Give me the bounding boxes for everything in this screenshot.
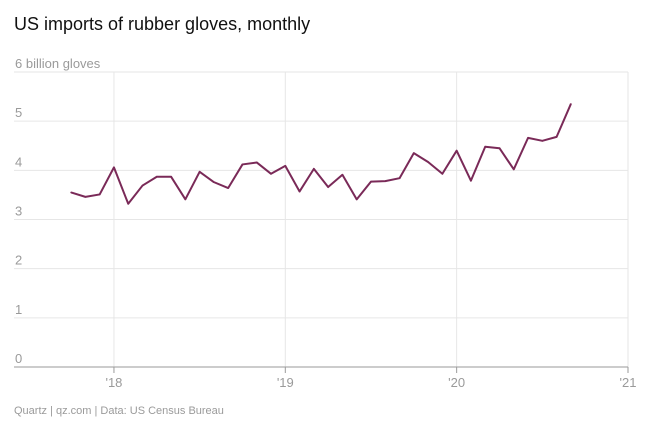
y-tick-labels: 0 1 2 3 4 5 6 billion gloves bbox=[15, 56, 101, 366]
data-point bbox=[213, 181, 215, 183]
data-point bbox=[555, 136, 558, 138]
data-point bbox=[541, 140, 544, 142]
data-point bbox=[441, 172, 444, 175]
data-point bbox=[355, 198, 358, 201]
data-point bbox=[427, 161, 429, 163]
data-point bbox=[155, 175, 158, 178]
data-point bbox=[113, 166, 115, 169]
data-point bbox=[241, 163, 244, 166]
x-tick-label: '21 bbox=[620, 375, 637, 390]
x-tick-label: '20 bbox=[448, 375, 465, 390]
data-point bbox=[70, 191, 72, 194]
data-point bbox=[327, 186, 329, 188]
data-point bbox=[570, 103, 572, 105]
data-point bbox=[341, 173, 344, 176]
data-point bbox=[527, 137, 529, 139]
y-tick-label: 1 bbox=[15, 302, 22, 317]
y-tick-label: 5 bbox=[15, 105, 22, 120]
y-tick-label: 2 bbox=[15, 253, 22, 268]
data-point bbox=[455, 149, 458, 152]
data-point bbox=[512, 168, 515, 171]
data-point bbox=[498, 147, 501, 150]
data-point bbox=[198, 171, 201, 173]
gridlines bbox=[14, 71, 629, 367]
data-point bbox=[227, 187, 229, 189]
x-ticks: '18 '19 '20 '21 bbox=[105, 367, 636, 390]
data-point bbox=[298, 190, 301, 193]
data-point bbox=[370, 180, 372, 183]
data-point bbox=[384, 180, 387, 182]
data-point bbox=[84, 196, 87, 198]
x-tick-label: '19 bbox=[277, 375, 294, 390]
y-tick-label: 4 bbox=[15, 154, 22, 169]
data-points bbox=[70, 103, 572, 205]
data-point bbox=[284, 165, 287, 167]
data-point bbox=[255, 161, 258, 164]
y-tick-label: 6 billion gloves bbox=[15, 56, 101, 71]
series-line bbox=[70, 103, 572, 205]
data-point bbox=[398, 177, 401, 179]
chart-title: US imports of rubber gloves, monthly bbox=[14, 14, 311, 34]
data-point bbox=[184, 198, 187, 201]
y-tick-label: 0 bbox=[15, 351, 22, 366]
data-point bbox=[170, 175, 172, 178]
data-point bbox=[484, 145, 487, 148]
data-point bbox=[313, 168, 315, 170]
source-note: Quartz | qz.com | Data: US Census Bureau bbox=[14, 405, 224, 417]
data-point bbox=[127, 202, 130, 205]
data-point bbox=[98, 193, 101, 196]
data-point bbox=[141, 184, 144, 187]
data-point bbox=[470, 179, 472, 182]
data-point bbox=[270, 172, 272, 175]
data-point bbox=[413, 152, 415, 154]
x-tick-label: '18 bbox=[105, 375, 122, 390]
y-tick-label: 3 bbox=[15, 204, 22, 219]
